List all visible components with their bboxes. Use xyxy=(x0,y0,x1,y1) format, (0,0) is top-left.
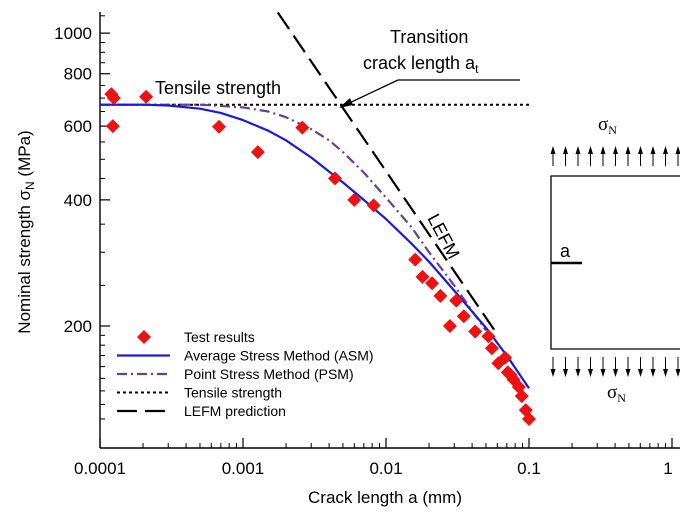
y-tick-label: 1000 xyxy=(54,24,92,43)
test-result-point xyxy=(433,288,448,303)
tensile-strength-annotation: Tensile strength xyxy=(155,78,281,98)
series-lefm-prediction xyxy=(276,11,499,336)
stress-arrowhead-top xyxy=(600,146,606,154)
test-result-point xyxy=(456,309,471,324)
transition-annotation-line1: Transition xyxy=(390,27,468,47)
stress-arrowhead-top xyxy=(550,146,556,154)
stress-arrowhead-top xyxy=(588,146,593,154)
test-result-point xyxy=(522,411,536,426)
test-result-point xyxy=(347,192,362,207)
stress-arrowhead-bottom xyxy=(663,369,668,377)
stress-arrowhead-bottom xyxy=(550,369,556,377)
test-result-point xyxy=(408,252,423,267)
x-tick-label: 0.0001 xyxy=(74,459,126,478)
test-result-point xyxy=(106,91,121,106)
test-result-point xyxy=(425,276,440,291)
legend-entry: Average Stress Method (ASM) xyxy=(117,348,374,364)
legend-entry: Test results xyxy=(137,329,255,345)
stress-arrowhead-bottom xyxy=(563,369,568,377)
test-result-point xyxy=(295,120,310,135)
legend: Test results Average Stress Method (ASM) P… xyxy=(117,329,374,419)
test-result-point xyxy=(139,89,154,104)
test-result-point xyxy=(328,171,343,186)
legend-marker-test xyxy=(137,330,151,344)
y-tick-label: 600 xyxy=(64,117,92,136)
crack-label: a xyxy=(560,241,571,261)
series-test-results xyxy=(104,87,536,426)
sigma-n-top-sub: N xyxy=(608,123,617,137)
y-tick-label: 800 xyxy=(64,65,92,84)
legend-label: LEFM prediction xyxy=(184,403,286,419)
sigma-n-bottom-main: σ xyxy=(607,382,617,403)
test-result-point xyxy=(415,269,430,284)
x-tick-label: 0.01 xyxy=(369,459,402,478)
test-result-point xyxy=(105,119,120,134)
x-tick-label: 0.1 xyxy=(517,459,541,478)
transition-annotation-line2: crack length at xyxy=(363,53,479,76)
annotations: Tensile strength Transition crack length… xyxy=(155,27,520,262)
stress-arrowhead-top xyxy=(638,146,643,154)
test-result-point xyxy=(498,350,513,365)
x-tick-label: 1 xyxy=(663,459,672,478)
y-tick-label: 400 xyxy=(64,191,92,210)
transition-leader-arrowhead xyxy=(339,98,353,108)
test-result-point xyxy=(514,389,529,404)
stress-arrowhead-bottom xyxy=(625,369,631,377)
series-point-stress-method-psm xyxy=(100,103,487,332)
test-result-point xyxy=(481,329,496,344)
y-axis-title-tail: (MPa) xyxy=(15,130,34,181)
axes: 0.0001 0.001 0.01 0.1 1 200 400 600 800 1000 Crack… xyxy=(15,12,680,507)
y-axis-title-main: Nominal strength σ xyxy=(15,189,34,333)
legend-label: Tensile strength xyxy=(184,385,282,401)
x-axis-title: Crack length a (mm) xyxy=(308,488,462,507)
legend-entry: Point Stress Method (PSM) xyxy=(117,366,354,382)
transition-leader-arrow-line xyxy=(344,79,399,106)
x-tick-label: 0.001 xyxy=(222,459,265,478)
test-result-point xyxy=(212,119,227,134)
test-result-point xyxy=(442,319,457,333)
stress-arrowhead-top xyxy=(650,146,656,154)
sigma-n-bottom-sub: N xyxy=(617,391,626,405)
stress-arrowhead-top xyxy=(613,146,618,154)
legend-label: Point Stress Method (PSM) xyxy=(184,366,354,382)
plot-series xyxy=(100,11,536,426)
stress-arrowhead-bottom xyxy=(600,369,606,377)
test-result-point xyxy=(484,341,499,356)
stress-arrowhead-bottom xyxy=(675,369,680,377)
stress-arrowhead-top xyxy=(563,146,568,154)
y-axis-title: Nominal strength σN (MPa) xyxy=(15,130,37,333)
legend-label: Average Stress Method (ASM) xyxy=(184,348,374,364)
sigma-n-top: σN xyxy=(598,114,617,137)
stress-arrowhead-bottom xyxy=(613,369,618,377)
transition-annotation-main: crack length a xyxy=(363,53,476,73)
stress-arrowhead-bottom xyxy=(588,369,593,377)
stress-arrowhead-top xyxy=(663,146,668,154)
sigma-n-top-main: σ xyxy=(598,114,608,135)
sigma-n-bottom: σN xyxy=(607,382,626,405)
stress-arrowhead-bottom xyxy=(575,369,581,377)
y-axis-title-sub: N xyxy=(23,181,37,190)
test-result-point xyxy=(250,145,265,160)
series-average-stress-method-asm xyxy=(100,103,530,389)
stress-arrowhead-bottom xyxy=(638,369,643,377)
test-result-point xyxy=(449,293,464,308)
stress-arrowhead-bottom xyxy=(650,369,656,377)
transition-annotation-sub: t xyxy=(475,62,479,76)
test-result-point xyxy=(366,198,381,213)
stress-arrowhead-top xyxy=(625,146,631,154)
test-result-point xyxy=(468,324,483,339)
legend-entry: Tensile strength xyxy=(117,385,282,401)
stress-arrowhead-top xyxy=(575,146,581,154)
y-tick-label: 200 xyxy=(64,317,92,336)
legend-label: Test results xyxy=(184,329,255,345)
legend-entry: LEFM prediction xyxy=(117,403,286,419)
stress-arrowhead-top xyxy=(675,146,680,154)
